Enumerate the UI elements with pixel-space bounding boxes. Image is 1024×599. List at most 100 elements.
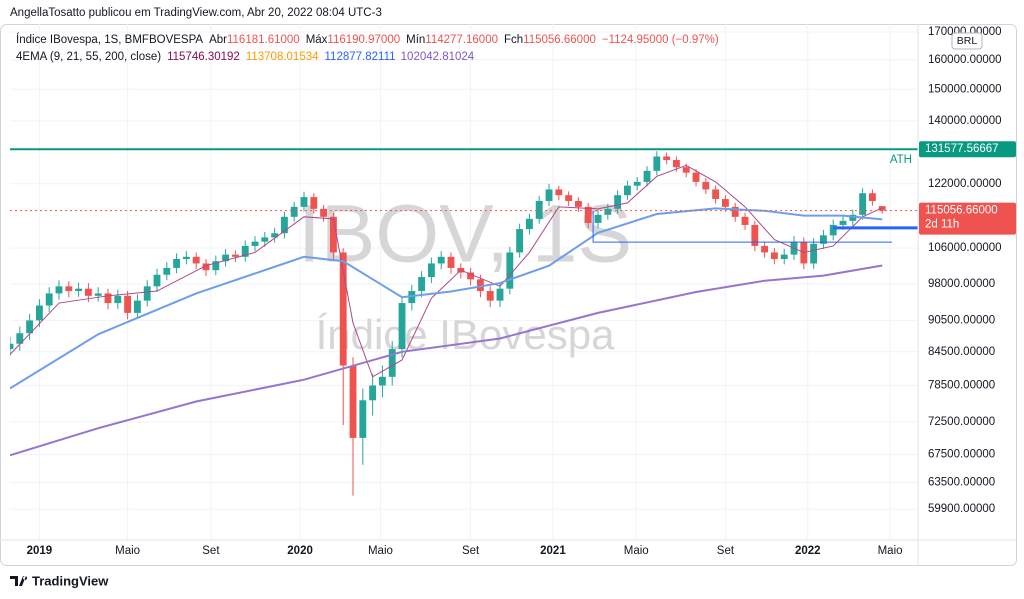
candle-body bbox=[418, 277, 426, 292]
candle-body bbox=[55, 286, 63, 294]
candle-body bbox=[712, 189, 720, 200]
y-tick-label: 122000.00000 bbox=[928, 178, 1002, 190]
candle-body bbox=[682, 167, 690, 173]
candle-body bbox=[839, 220, 847, 225]
trend-drawing bbox=[592, 210, 893, 243]
candle-body bbox=[447, 256, 455, 268]
x-tick-label: Set bbox=[717, 545, 735, 557]
candle-body bbox=[241, 245, 249, 257]
candle-body bbox=[398, 303, 406, 350]
candle-body bbox=[94, 293, 102, 296]
candle-body bbox=[427, 263, 435, 278]
candle-body bbox=[623, 185, 631, 196]
price-label: 115056.66000 bbox=[925, 205, 998, 217]
y-tick-label: 150000.00000 bbox=[928, 83, 1002, 95]
y-tick-label: 72500.00000 bbox=[928, 416, 995, 428]
ath-price: 131577.56667 bbox=[925, 143, 999, 155]
candle-body bbox=[476, 279, 484, 292]
candle-body bbox=[133, 300, 141, 313]
symbol-name: Índice IBovespa, 1S, BMFBOVESPA bbox=[16, 33, 203, 46]
watermark-description: Índice IBovespa bbox=[316, 311, 616, 358]
candle-body bbox=[849, 214, 857, 221]
watermark-ticker: IBOV, 1S bbox=[298, 189, 632, 280]
candle-body bbox=[819, 235, 827, 244]
ema-line bbox=[10, 207, 883, 390]
candle-body bbox=[594, 214, 602, 223]
candle-body bbox=[84, 288, 92, 296]
candle-body bbox=[16, 333, 24, 344]
price-countdown: 2d 11h bbox=[925, 219, 959, 231]
footer-logo bbox=[10, 576, 28, 586]
candle-body bbox=[280, 216, 288, 234]
candle-body bbox=[653, 156, 661, 171]
candle-body bbox=[290, 206, 298, 217]
candle-body bbox=[859, 193, 867, 215]
x-tick-label: Maio bbox=[115, 545, 140, 557]
candle-body bbox=[339, 252, 347, 366]
indicator-value: 115746.30192 bbox=[167, 51, 240, 63]
candle-body bbox=[751, 224, 759, 246]
candle-body bbox=[10, 343, 14, 350]
x-tick-label: Maio bbox=[368, 545, 393, 557]
candle-body bbox=[516, 229, 524, 253]
candle-body bbox=[173, 259, 181, 268]
ohlc-name: Mín bbox=[406, 34, 425, 46]
ohlc-name: Abr bbox=[209, 34, 227, 46]
candle-body bbox=[614, 195, 622, 209]
currency: BRL bbox=[957, 35, 978, 47]
candle-body bbox=[525, 218, 533, 230]
ohlc-value: 115056.66000 bbox=[523, 34, 596, 46]
candle-body bbox=[143, 286, 151, 301]
candle-body bbox=[643, 170, 651, 182]
candle-body bbox=[222, 254, 230, 262]
candle-body bbox=[104, 293, 112, 304]
x-tick-label: 2021 bbox=[540, 545, 566, 557]
publisher-line: AngellaTosatto publicou em TradingView.c… bbox=[10, 7, 382, 19]
ohlc-name: Máx bbox=[306, 34, 328, 46]
candle-body bbox=[378, 376, 386, 386]
indicator-name: 4EMA (9, 21, 55, 200, close) bbox=[16, 51, 161, 63]
candle-body bbox=[231, 254, 239, 257]
candle-body bbox=[163, 267, 171, 275]
candle-body bbox=[349, 365, 357, 438]
candle-body bbox=[320, 208, 328, 217]
candle-body bbox=[741, 216, 749, 225]
candle-body bbox=[702, 181, 710, 190]
x-tick-label: Maio bbox=[624, 545, 649, 557]
y-tick-label: 90500.00000 bbox=[928, 314, 995, 326]
x-tick-label: 2019 bbox=[27, 545, 53, 557]
candle-body bbox=[114, 295, 122, 304]
candle-body bbox=[202, 263, 210, 271]
candle-body bbox=[868, 193, 876, 201]
y-tick-label: 78500.00000 bbox=[928, 380, 995, 392]
indicator-value: 102042.81024 bbox=[401, 51, 475, 63]
ohlc-value: 114277.16000 bbox=[425, 34, 498, 46]
candle-body bbox=[506, 252, 514, 289]
candle-body bbox=[300, 197, 308, 207]
candle-body bbox=[604, 208, 612, 215]
candle-body bbox=[496, 288, 504, 301]
y-tick-label: 140000.00000 bbox=[928, 115, 1002, 127]
candle-body bbox=[124, 295, 132, 313]
candle-body bbox=[388, 349, 396, 377]
x-tick-label: 2022 bbox=[795, 545, 821, 557]
y-tick-label: 67500.00000 bbox=[928, 449, 995, 461]
indicator-legend: 4EMA (9, 21, 55, 200, close) 115746.30192… bbox=[16, 51, 475, 63]
chart-frame bbox=[0, 24, 1017, 566]
candle-body bbox=[212, 261, 220, 271]
candle-body bbox=[329, 216, 337, 253]
currency-box[interactable] bbox=[951, 32, 983, 50]
indicator-value: 112877.82111 bbox=[325, 51, 396, 63]
candle-body bbox=[486, 291, 494, 301]
candle-body bbox=[672, 160, 680, 168]
y-tick-label: 106000.00000 bbox=[928, 242, 1002, 254]
candle-body bbox=[369, 385, 377, 401]
candle-body bbox=[261, 237, 269, 242]
candle-body bbox=[731, 206, 739, 217]
candle-body bbox=[565, 195, 573, 201]
candle-body bbox=[359, 400, 367, 438]
candle-body bbox=[35, 305, 43, 321]
x-tick-label: Maio bbox=[878, 545, 903, 557]
change: −1124.95000 (−0.97%) bbox=[602, 34, 719, 46]
